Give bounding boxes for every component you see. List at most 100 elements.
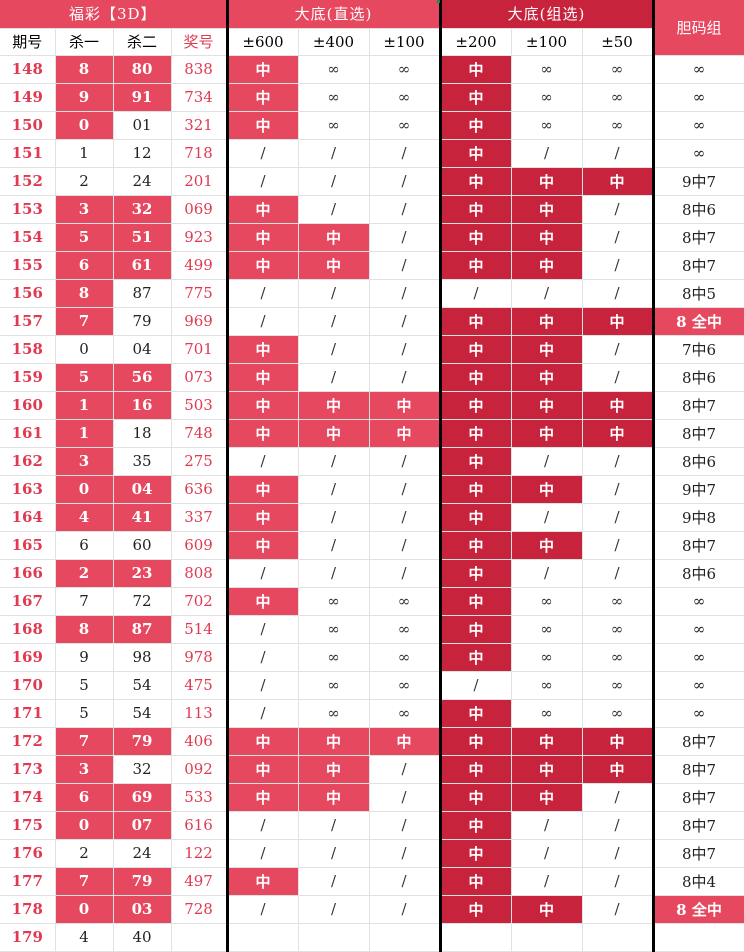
- direct-400-cell[interactable]: ∞: [298, 55, 370, 84]
- group-200-cell[interactable]: /: [438, 671, 512, 700]
- direct-100-cell[interactable]: 中: [369, 727, 441, 756]
- dan-group-cell[interactable]: ∞: [651, 587, 744, 616]
- direct-600-cell[interactable]: 中: [225, 223, 299, 252]
- kill1-cell[interactable]: 8: [55, 615, 114, 644]
- group-100-cell[interactable]: [511, 923, 583, 952]
- group-200-cell[interactable]: 中: [438, 307, 512, 336]
- winning-number-cell[interactable]: 808: [171, 559, 228, 588]
- kill2-cell[interactable]: 04: [113, 475, 172, 504]
- issue-cell[interactable]: 155: [0, 251, 56, 280]
- kill1-cell[interactable]: 3: [55, 755, 114, 784]
- kill2-cell[interactable]: 41: [113, 503, 172, 532]
- direct-600-cell[interactable]: /: [225, 279, 299, 308]
- winning-number-cell[interactable]: 499: [171, 251, 228, 280]
- issue-cell[interactable]: 175: [0, 811, 56, 840]
- dan-group-cell[interactable]: ∞: [651, 139, 744, 168]
- issue-cell[interactable]: 151: [0, 139, 56, 168]
- winning-number-cell[interactable]: 275: [171, 447, 228, 476]
- winning-number-cell[interactable]: 113: [171, 699, 228, 728]
- direct-600-cell[interactable]: /: [225, 559, 299, 588]
- dan-group-cell[interactable]: 8中6: [651, 559, 744, 588]
- issue-cell[interactable]: 156: [0, 279, 56, 308]
- kill2-cell[interactable]: 91: [113, 83, 172, 112]
- kill1-cell[interactable]: 2: [55, 167, 114, 196]
- direct-600-cell[interactable]: [225, 923, 299, 952]
- direct-400-cell[interactable]: ∞: [298, 111, 370, 140]
- group-100-cell[interactable]: 中: [511, 419, 583, 448]
- group-200-cell[interactable]: 中: [438, 643, 512, 672]
- direct-400-cell[interactable]: /: [298, 167, 370, 196]
- issue-cell[interactable]: 174: [0, 783, 56, 812]
- group-100-cell[interactable]: 中: [511, 475, 583, 504]
- col-header-d100[interactable]: ±100: [369, 28, 441, 56]
- group-50-cell[interactable]: /: [582, 251, 654, 280]
- group-200-cell[interactable]: /: [438, 279, 512, 308]
- group-200-cell[interactable]: 中: [438, 783, 512, 812]
- direct-100-cell[interactable]: /: [369, 447, 441, 476]
- group-50-cell[interactable]: ∞: [582, 111, 654, 140]
- kill1-cell[interactable]: 0: [55, 895, 114, 924]
- direct-100-cell[interactable]: /: [369, 503, 441, 532]
- kill1-cell[interactable]: 9: [55, 83, 114, 112]
- direct-100-cell[interactable]: ∞: [369, 587, 441, 616]
- dan-group-cell[interactable]: 8中7: [651, 251, 744, 280]
- group-200-cell[interactable]: 中: [438, 167, 512, 196]
- group-50-cell[interactable]: ∞: [582, 55, 654, 84]
- group-100-cell[interactable]: ∞: [511, 699, 583, 728]
- direct-400-cell[interactable]: /: [298, 139, 370, 168]
- direct-600-cell[interactable]: 中: [225, 867, 299, 896]
- issue-cell[interactable]: 157: [0, 307, 56, 336]
- dan-group-cell[interactable]: 8中4: [651, 867, 744, 896]
- dan-group-cell[interactable]: 8中7: [651, 755, 744, 784]
- kill1-cell[interactable]: 0: [55, 475, 114, 504]
- issue-cell[interactable]: 161: [0, 419, 56, 448]
- group-50-cell[interactable]: 中: [582, 419, 654, 448]
- issue-cell[interactable]: 150: [0, 111, 56, 140]
- issue-cell[interactable]: 168: [0, 615, 56, 644]
- winning-number-cell[interactable]: 406: [171, 727, 228, 756]
- direct-400-cell[interactable]: /: [298, 503, 370, 532]
- group-50-cell[interactable]: 中: [582, 167, 654, 196]
- group-200-cell[interactable]: 中: [438, 335, 512, 364]
- kill1-cell[interactable]: 8: [55, 55, 114, 84]
- direct-400-cell[interactable]: ∞: [298, 699, 370, 728]
- kill2-cell[interactable]: 35: [113, 447, 172, 476]
- dan-group-cell[interactable]: ∞: [651, 615, 744, 644]
- kill2-cell[interactable]: 01: [113, 111, 172, 140]
- group-200-cell[interactable]: [438, 923, 512, 952]
- kill2-cell[interactable]: 79: [113, 727, 172, 756]
- direct-100-cell[interactable]: /: [369, 335, 441, 364]
- group-100-cell[interactable]: ∞: [511, 671, 583, 700]
- kill2-cell[interactable]: 87: [113, 279, 172, 308]
- group-200-cell[interactable]: 中: [438, 531, 512, 560]
- dan-header[interactable]: 胆码组: [651, 0, 744, 56]
- group-200-cell[interactable]: 中: [438, 559, 512, 588]
- direct-100-cell[interactable]: ∞: [369, 615, 441, 644]
- group-50-cell[interactable]: /: [582, 839, 654, 868]
- direct-100-cell[interactable]: ∞: [369, 699, 441, 728]
- direct-600-cell[interactable]: /: [225, 811, 299, 840]
- direct-600-cell[interactable]: /: [225, 447, 299, 476]
- group-200-cell[interactable]: 中: [438, 55, 512, 84]
- direct-400-cell[interactable]: ∞: [298, 643, 370, 672]
- kill1-cell[interactable]: 0: [55, 335, 114, 364]
- direct-600-cell[interactable]: 中: [225, 419, 299, 448]
- kill1-cell[interactable]: 3: [55, 195, 114, 224]
- direct-100-cell[interactable]: [369, 923, 441, 952]
- dan-group-cell[interactable]: 8中7: [651, 223, 744, 252]
- kill2-cell[interactable]: 40: [113, 923, 172, 952]
- kill2-cell[interactable]: 87: [113, 615, 172, 644]
- direct-400-cell[interactable]: /: [298, 559, 370, 588]
- dan-group-cell[interactable]: 9中8: [651, 503, 744, 532]
- kill1-cell[interactable]: 2: [55, 559, 114, 588]
- group-50-cell[interactable]: /: [582, 895, 654, 924]
- dan-group-cell[interactable]: [651, 923, 744, 952]
- direct-100-cell[interactable]: /: [369, 139, 441, 168]
- winning-number-cell[interactable]: 609: [171, 531, 228, 560]
- group-100-cell[interactable]: /: [511, 447, 583, 476]
- group-100-cell[interactable]: 中: [511, 251, 583, 280]
- kill2-cell[interactable]: 18: [113, 419, 172, 448]
- group-200-cell[interactable]: 中: [438, 727, 512, 756]
- winning-number-cell[interactable]: 069: [171, 195, 228, 224]
- dan-group-cell[interactable]: 8中5: [651, 279, 744, 308]
